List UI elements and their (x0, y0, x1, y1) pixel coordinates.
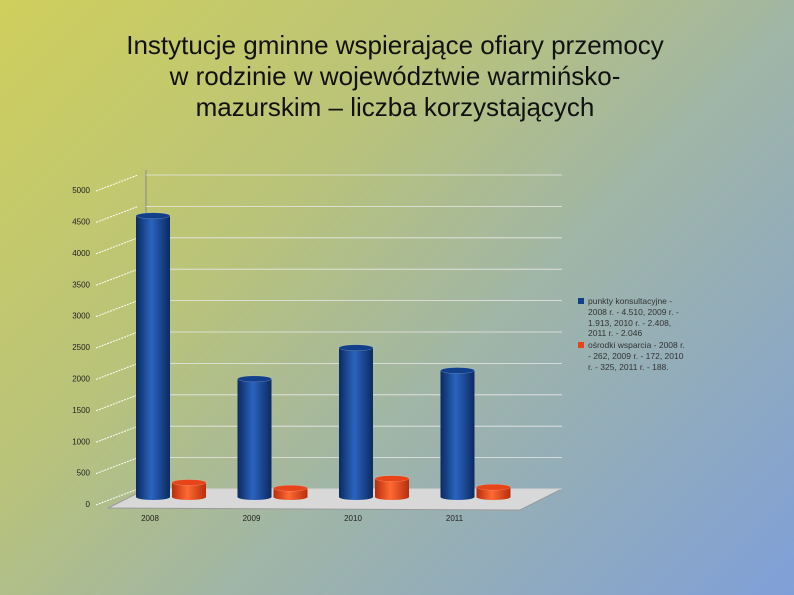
bar-cap (338, 344, 374, 352)
tick-mark (95, 205, 139, 223)
y-tick-label: 500 (77, 469, 91, 478)
bar-base (375, 494, 409, 500)
x-tick-label: 2010 (344, 514, 362, 523)
bar-cap (135, 212, 171, 220)
y-tick-label: 4500 (72, 218, 90, 227)
bar-base (273, 494, 308, 500)
tick-mark (95, 174, 139, 192)
bar (172, 482, 206, 497)
bar (237, 378, 272, 497)
legend-entry: punkty konsultacyjne - 2008 r. - 4.510, … (578, 296, 688, 339)
y-tick-label: 5000 (72, 186, 90, 195)
bar (375, 478, 409, 497)
bar-cap (237, 375, 272, 383)
legend: punkty konsultacyjne - 2008 r. - 4.510, … (578, 296, 688, 374)
y-tick-label: 2000 (72, 375, 90, 384)
legend-label: ośrodki wsparcia - 2008 r. - 262, 2009 r… (588, 340, 685, 372)
tick-mark (95, 362, 139, 380)
y-tick-label: 1500 (72, 406, 90, 415)
bar-base (136, 494, 170, 500)
bar-base (476, 494, 511, 500)
y-tick-label: 4000 (72, 249, 90, 258)
tick-mark (95, 425, 139, 443)
x-tick-label: 2011 (446, 514, 464, 523)
bar-base (172, 494, 206, 500)
bar-base (440, 494, 475, 500)
bar (440, 370, 475, 497)
chart-title: Instytucje gminne wspierające ofiary prz… (126, 30, 664, 122)
legend-swatch (578, 298, 584, 304)
tick-mark (95, 237, 139, 255)
legend-label: punkty konsultacyjne - 2008 r. - 4.510, … (588, 296, 679, 339)
legend-entry: ośrodki wsparcia - 2008 r. - 262, 2009 r… (578, 340, 688, 372)
y-tick-label: 3500 (72, 280, 90, 289)
tick-mark (95, 394, 139, 412)
tick-mark (95, 331, 139, 349)
bar (339, 347, 373, 497)
y-tick-label: 2500 (72, 343, 90, 352)
x-tick-label: 2009 (243, 514, 261, 523)
bar-cap (273, 484, 308, 492)
bar (476, 487, 511, 497)
bar-base (237, 494, 272, 500)
tick-mark (95, 300, 139, 318)
tick-mark (95, 268, 139, 286)
bar-cap (374, 475, 410, 482)
tick-mark (95, 457, 139, 475)
bar-cap (440, 367, 475, 374)
y-tick-label: 1000 (72, 437, 90, 446)
y-tick-label: 3000 (72, 312, 90, 321)
legend-swatch (578, 342, 584, 349)
x-tick-label: 2008 (141, 514, 159, 523)
bar-base (339, 494, 373, 500)
bar-cap (171, 479, 207, 486)
bar (136, 215, 170, 497)
y-tick-label: 0 (86, 500, 91, 509)
bar (273, 488, 308, 497)
bar-cap (476, 483, 511, 491)
tick-mark (95, 488, 139, 506)
